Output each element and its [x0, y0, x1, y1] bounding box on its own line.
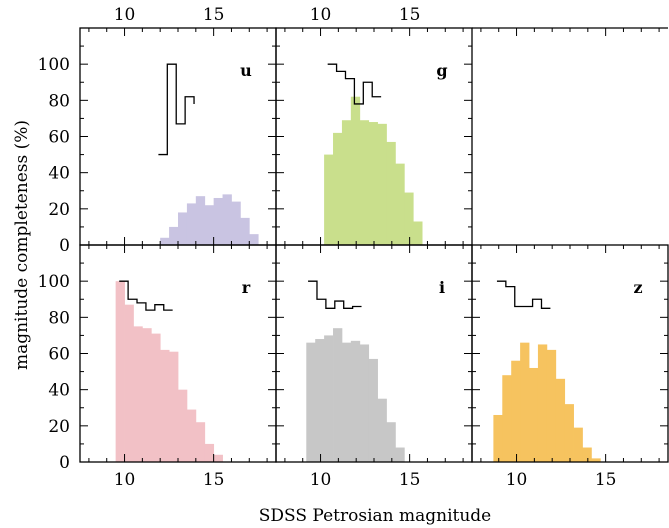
- histogram-bar: [178, 389, 188, 462]
- x-tick-label: 10: [506, 470, 528, 490]
- histogram-bar: [404, 192, 414, 245]
- panel-g: g 10 15: [275, 5, 473, 246]
- histogram-bar: [546, 349, 557, 462]
- y-tick-label: 60: [48, 345, 70, 365]
- histogram-bar: [341, 120, 352, 245]
- histogram-bar: [573, 427, 583, 462]
- y-tick-label: 100: [38, 272, 70, 292]
- y-tick-label: 0: [59, 236, 70, 256]
- histogram-bar: [142, 328, 152, 462]
- histogram-bar: [213, 197, 223, 245]
- histogram-bar: [564, 404, 574, 462]
- histogram-bar: [324, 154, 334, 245]
- histogram-bar: [537, 344, 548, 462]
- histogram-bar: [368, 122, 378, 245]
- histogram-bar: [386, 422, 396, 462]
- y-tick-label: 0: [59, 453, 70, 473]
- x-tick-label: 15: [399, 470, 421, 490]
- histogram-bar: [359, 120, 370, 245]
- histogram-bar: [222, 194, 232, 245]
- empty-panel-slot: [472, 27, 668, 36]
- panel-z: z 10 15: [471, 244, 669, 490]
- histogram-bar: [178, 212, 188, 245]
- histogram-bar: [350, 340, 361, 462]
- histogram-bar: [341, 342, 352, 462]
- x-tick-label: 10: [114, 5, 136, 25]
- histogram-bar: [529, 367, 539, 462]
- panel-u: u 0 20 40 60 80 100 10 15: [38, 5, 277, 256]
- x-tick-label: 10: [114, 470, 136, 490]
- y-axis-title: magnitude completeness (%): [12, 120, 32, 370]
- histogram-bar: [160, 237, 170, 245]
- histogram-bar: [186, 409, 197, 462]
- x-axis-title: SDSS Petrosian magnitude: [259, 506, 492, 526]
- y-tick-label: 80: [48, 91, 70, 111]
- histogram-bar: [520, 342, 530, 462]
- histogram-bar: [333, 132, 343, 245]
- y-tick-label: 20: [48, 417, 70, 437]
- histogram-bar: [306, 342, 316, 462]
- y-tick-label: 80: [48, 308, 70, 328]
- histogram-bar: [386, 141, 396, 245]
- histogram-bar: [169, 351, 179, 462]
- histogram-bar: [249, 234, 259, 245]
- histogram-bar: [413, 221, 423, 245]
- histogram-bar: [186, 203, 197, 245]
- histogram-bar: [555, 378, 566, 462]
- x-tick-label: 10: [310, 5, 332, 25]
- histogram-bar: [395, 163, 405, 246]
- x-tick-label: 15: [203, 470, 225, 490]
- x-tick-label: 15: [399, 5, 421, 25]
- panel-band-label: z: [633, 278, 642, 297]
- histogram-bar: [333, 328, 343, 462]
- histogram-bar: [231, 201, 241, 245]
- histogram-bar: [204, 205, 215, 245]
- histogram-bar: [377, 398, 387, 462]
- histogram-bar: [493, 414, 503, 462]
- histogram-bar: [124, 304, 134, 462]
- y-tick-label: 40: [48, 381, 70, 401]
- histogram-bar: [368, 358, 378, 462]
- histogram-bar: [240, 217, 250, 246]
- x-tick-label: 15: [203, 5, 225, 25]
- y-tick-label: 60: [48, 128, 70, 148]
- histogram-bar: [350, 96, 361, 245]
- histogram-bar: [395, 447, 405, 462]
- histogram-bar: [115, 281, 125, 462]
- histogram-bar: [324, 335, 334, 462]
- completeness-step-line: [158, 63, 195, 156]
- histogram-bar: [359, 344, 370, 462]
- y-tick-label: 20: [48, 200, 70, 220]
- histogram-bar: [195, 422, 206, 462]
- histogram-bar: [502, 375, 512, 462]
- panel-i: i 10 15: [275, 244, 473, 490]
- histogram-bar: [315, 339, 325, 462]
- histogram-bar: [204, 443, 215, 462]
- x-tick-label: 15: [595, 470, 617, 490]
- histogram-bar: [213, 454, 223, 462]
- panel-band-label: g: [436, 61, 447, 80]
- panel-r: r 0 20 40 60 80 100 10 15: [38, 244, 277, 490]
- y-tick-label: 100: [38, 55, 70, 75]
- histogram-bar: [195, 196, 206, 245]
- x-tick-label: 10: [310, 470, 332, 490]
- panel-band-label: i: [439, 278, 445, 297]
- completeness-step-line: [119, 280, 173, 311]
- histogram-bar: [151, 333, 161, 462]
- completeness-step-line: [308, 280, 362, 309]
- panel-band-label: u: [240, 61, 252, 80]
- histogram-bar: [377, 123, 387, 245]
- histogram-bar: [591, 458, 601, 462]
- histogram-bar: [511, 360, 521, 462]
- histogram-bar: [582, 447, 592, 462]
- histogram-bar: [133, 326, 143, 463]
- completeness-step-line: [327, 63, 382, 105]
- y-tick-label: 40: [48, 164, 70, 184]
- completeness-step-line: [496, 280, 551, 309]
- panel-band-label: r: [242, 278, 251, 297]
- histogram-bar: [169, 226, 179, 245]
- histogram-bar: [160, 349, 170, 462]
